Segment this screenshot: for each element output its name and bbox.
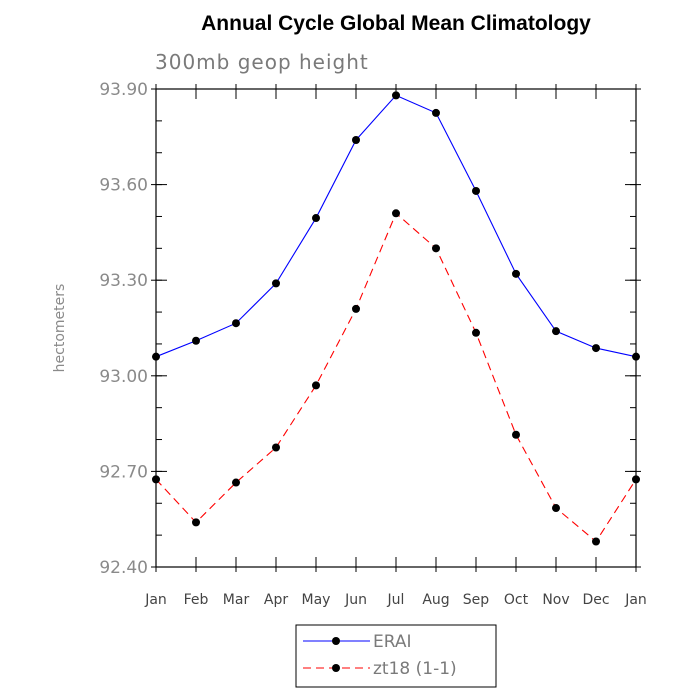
y-axis-label: hectometers (52, 284, 68, 373)
legend-label: zt18 (1-1) (373, 659, 457, 679)
data-point (312, 381, 320, 390)
data-point (192, 336, 200, 345)
x-tick-label: Jun (344, 592, 367, 608)
data-point (432, 244, 440, 253)
x-tick-label: Jan (144, 592, 167, 608)
y-tick-label: 92.70 (99, 462, 148, 482)
series-layer (152, 91, 640, 546)
y-tick-label: 93.00 (99, 367, 148, 387)
data-point (152, 475, 160, 484)
x-tick-label: Feb (184, 592, 209, 608)
data-point (552, 327, 560, 336)
x-tick-label: May (302, 592, 331, 608)
series-0 (152, 91, 640, 361)
data-point (472, 186, 480, 195)
data-point (232, 478, 240, 487)
x-tick-label: Jan (624, 592, 647, 608)
x-tick-label: Mar (223, 592, 250, 608)
y-tick-label: 93.60 (99, 176, 148, 196)
data-point (512, 430, 520, 439)
series-1 (152, 209, 640, 546)
data-point (352, 304, 360, 313)
y-tick-label: 93.90 (99, 80, 148, 100)
data-point (592, 537, 600, 546)
data-point (632, 475, 640, 484)
data-point (192, 518, 200, 527)
data-point (552, 504, 560, 513)
x-tick-label: Dec (582, 592, 609, 608)
data-point (312, 214, 320, 223)
legend-marker (332, 664, 340, 672)
x-tick-label: Sep (463, 592, 490, 608)
series-line (155, 212, 637, 543)
data-point (352, 135, 360, 144)
legend: ERAI zt18 (1-1) (295, 624, 497, 688)
legend-box (295, 624, 497, 688)
data-point (512, 269, 520, 278)
data-point (232, 319, 240, 328)
series-line (155, 94, 637, 358)
data-point (432, 108, 440, 117)
data-point (272, 443, 280, 452)
x-tick-label: Aug (422, 592, 449, 608)
data-point (632, 352, 640, 361)
x-tick-label: Jul (387, 592, 405, 608)
y-tick-label: 93.30 (99, 271, 148, 291)
legend-marker (332, 637, 340, 645)
data-point (392, 209, 400, 218)
data-point (152, 352, 160, 361)
data-point (272, 279, 280, 288)
x-tick-label: Oct (504, 592, 529, 608)
x-tick-label: Nov (542, 592, 569, 608)
chart-title: Annual Cycle Global Mean Climatology (201, 12, 591, 35)
x-tick-label: Apr (264, 592, 288, 608)
data-point (472, 328, 480, 337)
axes: 92.40 92.70 93.00 93.30 93.60 93.90 Jan Feb Mar A… (99, 80, 646, 608)
chart-subtitle: 300mb geop height (155, 50, 369, 74)
legend-label: ERAI (373, 632, 412, 652)
y-tick-label: 92.40 (99, 558, 148, 578)
plot-frame (155, 88, 637, 568)
data-point (392, 91, 400, 100)
data-point (592, 344, 600, 353)
